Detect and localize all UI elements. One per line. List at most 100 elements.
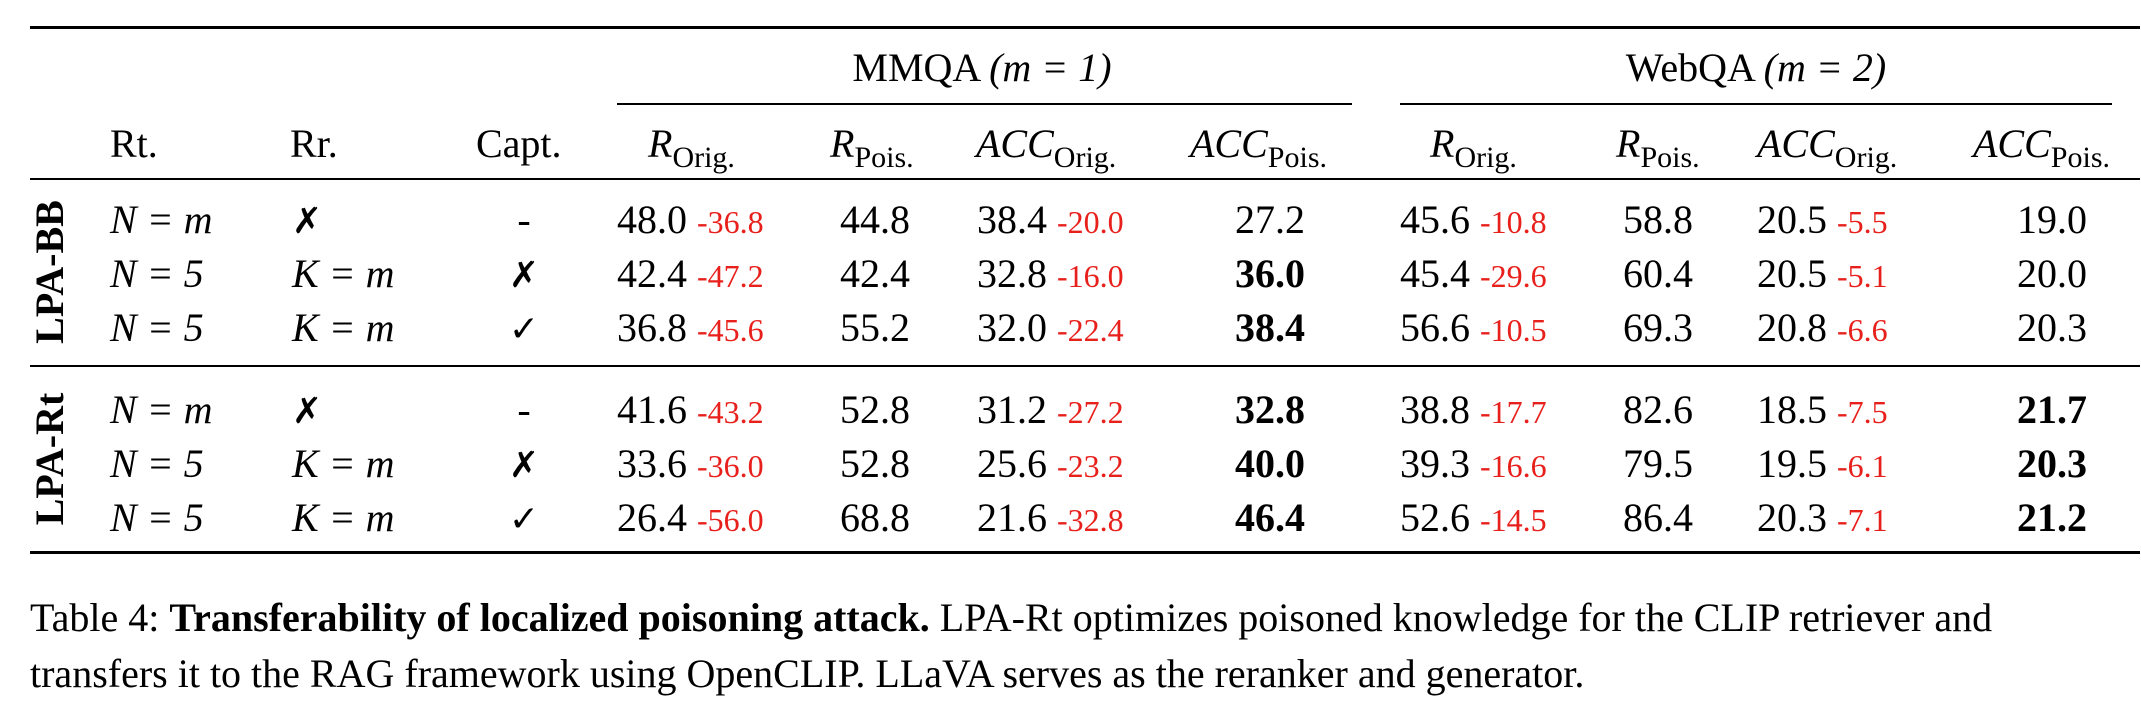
delta-value: -5.5 [1837,204,1888,240]
value: 39.3 [1400,441,1470,486]
capt-cell: ✗ [509,440,539,490]
mmqa-r-orig-cell: 33.6 -36.0 [617,440,764,490]
value: 32.8 [977,251,1047,296]
col-header-webqa-acc-pois: ACCPois. [1973,121,2110,174]
mmqa-r-orig-cell: 42.4 -47.2 [617,250,764,300]
group-header-mmqa: MMQA (m = 1) [852,44,1111,92]
value: 45.6 [1400,197,1470,242]
webqa-r-pois-cell: 79.5 [1623,440,1693,488]
rr-cell: K = m [292,250,395,298]
delta-value: -6.1 [1837,448,1888,484]
group-param: (m = 1) [989,45,1112,90]
webqa-cmidrule [1400,103,2112,105]
mmqa-acc-pois-cell: 38.4 [1235,304,1305,352]
rr-cell: ✗ [292,196,322,246]
capt-cell: - [517,386,530,434]
value: 42.4 [840,251,910,296]
mmqa-acc-pois-cell: 36.0 [1235,250,1305,298]
value: 36.0 [1235,251,1305,296]
value: 86.4 [1623,495,1693,540]
col-header-mmqa-r-orig: ROrig. [648,121,735,174]
value: 20.3 [2017,305,2087,350]
value: 21.7 [2017,387,2087,432]
value: 52.8 [840,387,910,432]
col-header-webqa-acc-orig: ACCOrig. [1757,121,1898,174]
value: 19.5 [1757,441,1827,486]
capt-value: - [517,387,531,432]
header-rule [30,178,2140,180]
webqa-acc-orig-cell: 20.3 -7.1 [1757,494,1888,544]
rt-cell: N = 5 [110,304,204,352]
rr-value: K = m [292,251,395,296]
value: 60.4 [1623,251,1693,296]
mmqa-acc-pois-cell: 32.8 [1235,386,1305,434]
mmqa-r-pois-cell: 42.4 [840,250,910,298]
rt-value: N = 5 [110,495,204,540]
mmqa-acc-orig-cell: 31.2 -27.2 [977,386,1124,436]
value: 33.6 [617,441,687,486]
webqa-r-pois-cell: 58.8 [1623,196,1693,244]
delta-value: -23.2 [1057,448,1124,484]
rr-value: K = m [292,495,395,540]
caption-title: Transferability of localized poisoning a… [169,595,930,640]
mmqa-r-pois-cell: 52.8 [840,386,910,434]
value: 79.5 [1623,441,1693,486]
delta-value: -36.0 [697,448,764,484]
rr-cell: K = m [292,304,395,352]
delta-value: -14.5 [1480,502,1547,538]
col-header-capt: Capt. [476,121,562,166]
webqa-r-orig-cell: 45.4 -29.6 [1400,250,1547,300]
value: 32.8 [1235,387,1305,432]
group-label: WebQA [1625,45,1754,90]
webqa-acc-pois-cell: 20.3 [2017,304,2087,352]
delta-value: -56.0 [697,502,764,538]
group-header-webqa: WebQA (m = 2) [1626,44,1886,92]
col-header-mmqa-r-pois: RPois. [830,121,914,174]
delta-value: -17.7 [1480,394,1547,430]
rt-cell: N = m [110,386,213,434]
rr-cell: ✗ [292,386,322,436]
value: 44.8 [840,197,910,242]
mmqa-r-orig-cell: 26.4 -56.0 [617,494,764,544]
webqa-acc-orig-cell: 18.5 -7.5 [1757,386,1888,436]
delta-value: -22.4 [1057,312,1124,348]
delta-value: -43.2 [697,394,764,430]
mmqa-r-pois-cell: 68.8 [840,494,910,542]
webqa-acc-orig-cell: 20.5 -5.5 [1757,196,1888,246]
mmqa-acc-orig-cell: 32.0 -22.4 [977,304,1124,354]
delta-value: -36.8 [697,204,764,240]
delta-value: -7.1 [1837,502,1888,538]
webqa-acc-pois-cell: 21.7 [2017,386,2087,434]
webqa-acc-orig-cell: 19.5 -6.1 [1757,440,1888,490]
mmqa-r-pois-cell: 55.2 [840,304,910,352]
value: 52.8 [840,441,910,486]
bottom-rule [30,551,2140,554]
mmqa-acc-orig-cell: 38.4 -20.0 [977,196,1124,246]
delta-value: -47.2 [697,258,764,294]
rt-value: N = 5 [110,251,204,296]
capt-cell: ✗ [509,250,539,300]
rr-value: K = m [292,305,395,350]
webqa-r-orig-cell: 38.8 -17.7 [1400,386,1547,436]
rt-cell: N = 5 [110,494,204,542]
webqa-acc-pois-cell: 20.3 [2017,440,2087,488]
value: 27.2 [1235,197,1305,242]
rt-cell: N = 5 [110,440,204,488]
table-caption: Table 4: Transferability of localized po… [30,590,2120,702]
mmqa-r-orig-cell: 41.6 -43.2 [617,386,764,436]
caption-body: LPA-Rt optimizes poisoned knowledge for … [30,595,1993,696]
rt-value: N = m [110,197,213,242]
rr-cell: K = m [292,494,395,542]
webqa-acc-pois-cell: 20.0 [2017,250,2087,298]
capt-cell: ✓ [509,304,539,354]
webqa-acc-orig-cell: 20.5 -5.1 [1757,250,1888,300]
group-param: (m = 2) [1763,45,1887,90]
webqa-acc-pois-cell: 21.2 [2017,494,2087,542]
webqa-acc-pois-cell: 19.0 [2017,196,2087,244]
col-header-webqa-r-orig: ROrig. [1430,121,1517,174]
mmqa-acc-pois-cell: 46.4 [1235,494,1305,542]
value: 41.6 [617,387,687,432]
webqa-r-pois-cell: 60.4 [1623,250,1693,298]
cross-icon: ✗ [508,255,540,296]
